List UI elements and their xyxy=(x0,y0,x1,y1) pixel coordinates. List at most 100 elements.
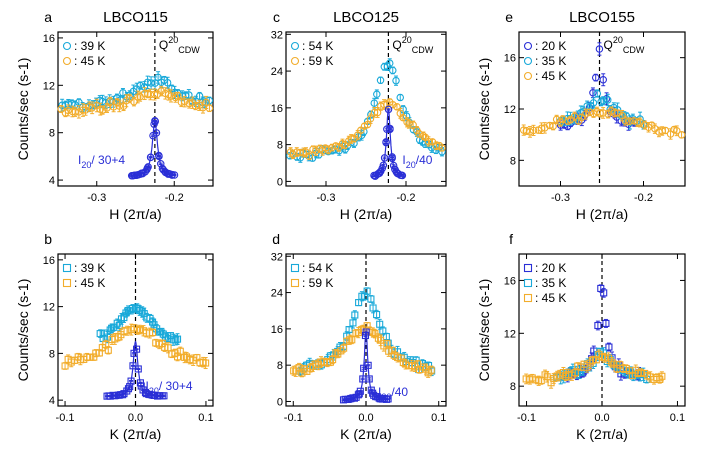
data-point xyxy=(637,369,645,377)
center-label: Q20CDW xyxy=(392,35,433,55)
data-point xyxy=(136,325,144,334)
data-point xyxy=(570,112,579,121)
x-tick-label: 0.0 xyxy=(128,412,143,424)
data-point xyxy=(419,132,428,140)
data-point xyxy=(130,97,138,106)
data-point xyxy=(537,377,545,385)
y-tick-label: 4 xyxy=(49,395,55,407)
legend-label: : 20 K xyxy=(535,39,566,53)
data-point xyxy=(195,92,204,100)
peak-annotation: I20/40 xyxy=(402,153,432,170)
data-point xyxy=(529,126,538,135)
data-point xyxy=(599,96,607,105)
legend-label: : 59 K xyxy=(302,54,333,68)
data-point xyxy=(180,97,189,106)
data-point xyxy=(144,163,152,171)
data-point xyxy=(123,327,131,335)
data-point xyxy=(374,334,382,342)
series-high_T xyxy=(286,98,446,161)
data-point xyxy=(306,364,315,372)
data-point xyxy=(345,326,353,334)
x-axis-label: H (2π/a) xyxy=(340,206,392,222)
data-point xyxy=(571,369,579,377)
data-point xyxy=(172,336,180,344)
data-point xyxy=(591,73,600,82)
data-point xyxy=(393,103,401,111)
data-point xyxy=(604,96,612,104)
data-point xyxy=(340,344,348,352)
data-point xyxy=(373,90,381,99)
center-label: Q20CDW xyxy=(604,35,645,55)
data-point xyxy=(661,126,670,135)
panel-letter: d xyxy=(272,231,280,247)
data-point xyxy=(541,371,549,379)
legend-label: : 45 K xyxy=(74,54,105,68)
data-point xyxy=(128,305,137,313)
x-tick-label: -0.2 xyxy=(397,192,416,204)
data-point xyxy=(405,119,413,128)
data-point xyxy=(376,320,384,328)
data-point xyxy=(163,78,172,87)
legend: : 39 K: 45 K xyxy=(62,39,105,68)
data-point xyxy=(357,126,365,135)
panel-title: LBCO155 xyxy=(569,9,635,26)
y-tick-label: 8 xyxy=(49,348,55,360)
data-point xyxy=(106,97,114,106)
data-point xyxy=(588,356,596,364)
data-point xyxy=(385,59,394,67)
data-point xyxy=(424,137,433,146)
x-tick-label: 0.1 xyxy=(431,412,446,424)
x-tick-label: -0.1 xyxy=(284,412,303,424)
panel-letter: f xyxy=(509,231,513,247)
y-tick-label: 12 xyxy=(43,302,55,314)
data-point xyxy=(677,131,686,139)
data-point xyxy=(155,328,163,336)
panel-letter: a xyxy=(44,9,52,25)
series-layer xyxy=(61,303,210,400)
data-point xyxy=(415,130,423,138)
series-layer xyxy=(522,284,666,389)
legend-marker xyxy=(290,56,300,66)
series-high_T xyxy=(519,106,686,140)
legend-label: : 35 K xyxy=(535,54,566,68)
panel-e: -0.3 -0.2 8 12 16 e LBCO155 H (2π/a) Counts/sec … xyxy=(476,9,686,222)
panel-letter: c xyxy=(273,9,280,25)
legend-label: : 39 K xyxy=(74,39,105,53)
fit-curve xyxy=(107,340,164,397)
data-point xyxy=(156,160,165,168)
y-tick-label: 24 xyxy=(271,288,283,300)
data-point xyxy=(329,356,337,364)
data-point xyxy=(349,319,357,327)
legend-marker xyxy=(62,56,72,66)
x-tick-label: -0.2 xyxy=(165,192,184,204)
data-point xyxy=(438,144,446,152)
legend-label: : 59 K xyxy=(302,276,333,290)
y-tick-label: 8 xyxy=(277,140,283,152)
data-point xyxy=(388,346,396,354)
data-point xyxy=(312,360,320,368)
data-point xyxy=(594,321,602,330)
legend-marker xyxy=(523,263,533,273)
data-point xyxy=(392,76,400,85)
data-point xyxy=(366,114,375,123)
panel-title: LBCO125 xyxy=(333,9,399,26)
panel-d: -0.1 0.0 0.1 0 8 16 24 32 d K (2π/a): 54 K: 59 K I… xyxy=(271,231,447,442)
data-point xyxy=(138,308,146,316)
data-point xyxy=(396,93,404,102)
data-point xyxy=(397,354,405,362)
data-point xyxy=(549,122,557,130)
legend-label: : 45 K xyxy=(535,291,566,305)
data-point xyxy=(143,164,152,172)
peak-annotation: I20/40 xyxy=(378,385,408,402)
peak-annotation: I20/ 30+4 xyxy=(78,153,125,170)
peak-annotation: I20/ 30+4 xyxy=(146,379,193,396)
y-tick-label: 8 xyxy=(510,155,516,167)
data-point xyxy=(136,81,145,90)
data-point xyxy=(427,366,435,374)
data-point xyxy=(202,359,210,367)
data-point xyxy=(79,106,87,114)
data-point xyxy=(369,304,377,312)
data-point xyxy=(98,106,107,114)
data-point xyxy=(581,110,590,118)
